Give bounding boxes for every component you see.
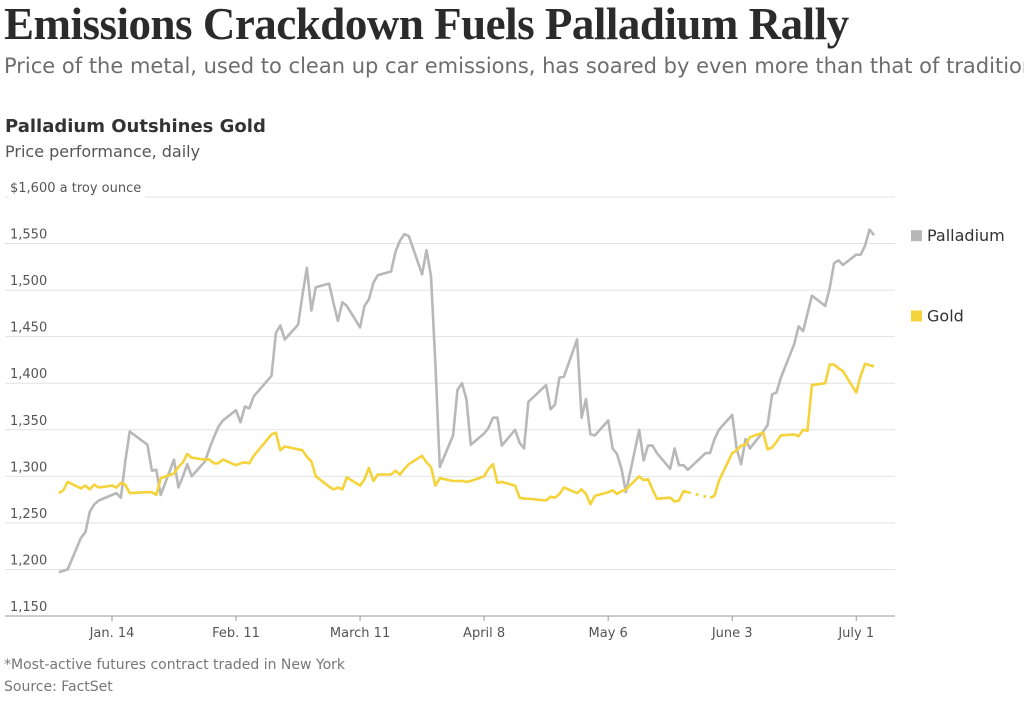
y-tick-label: $1,600 a troy ounce [10, 181, 141, 196]
y-label-background [8, 181, 146, 198]
y-tick-label: 1,200 [10, 553, 47, 568]
chart-title: Palladium Outshines Gold [5, 116, 266, 137]
y-tick-label: 1,350 [10, 414, 47, 429]
x-tick-label: June 3 [711, 626, 753, 641]
y-tick-label: 1,450 [10, 321, 47, 336]
page-subtitle: Price of the metal, used to clean up car… [4, 54, 1024, 78]
chart-subtitle: Price performance, daily [5, 142, 201, 161]
y-tick-label: 1,550 [10, 228, 47, 243]
page-title: Emissions Crackdown Fuels Palladium Rall… [4, 0, 849, 49]
gold-missing-data-segment [687, 490, 711, 499]
y-tick-label: 1,400 [10, 367, 47, 382]
x-tick-label: July 1 [837, 626, 874, 641]
y-tick-label: 1,250 [10, 507, 47, 522]
source-note: Source: FactSet [4, 679, 113, 695]
x-tick-label: March 11 [330, 626, 390, 641]
x-tick-label: April 8 [463, 626, 505, 641]
x-tick-label: Feb. 11 [212, 626, 260, 641]
x-tick-label: Jan. 14 [89, 626, 135, 641]
gold-line [709, 362, 875, 499]
y-tick-label: 1,500 [10, 274, 47, 289]
footnote: *Most-active futures contract traded in … [4, 657, 346, 673]
y-tick-label: 1,150 [10, 600, 47, 615]
gold-legend-swatch [911, 310, 922, 322]
palladium-legend-swatch [911, 230, 922, 242]
palladium-legend-label: Palladium [927, 226, 1005, 245]
gold-legend-label: Gold [927, 306, 964, 325]
y-tick-label: 1,300 [10, 460, 47, 475]
gold-line [58, 431, 689, 506]
palladium-line [58, 228, 876, 574]
x-tick-label: May 6 [589, 626, 628, 641]
